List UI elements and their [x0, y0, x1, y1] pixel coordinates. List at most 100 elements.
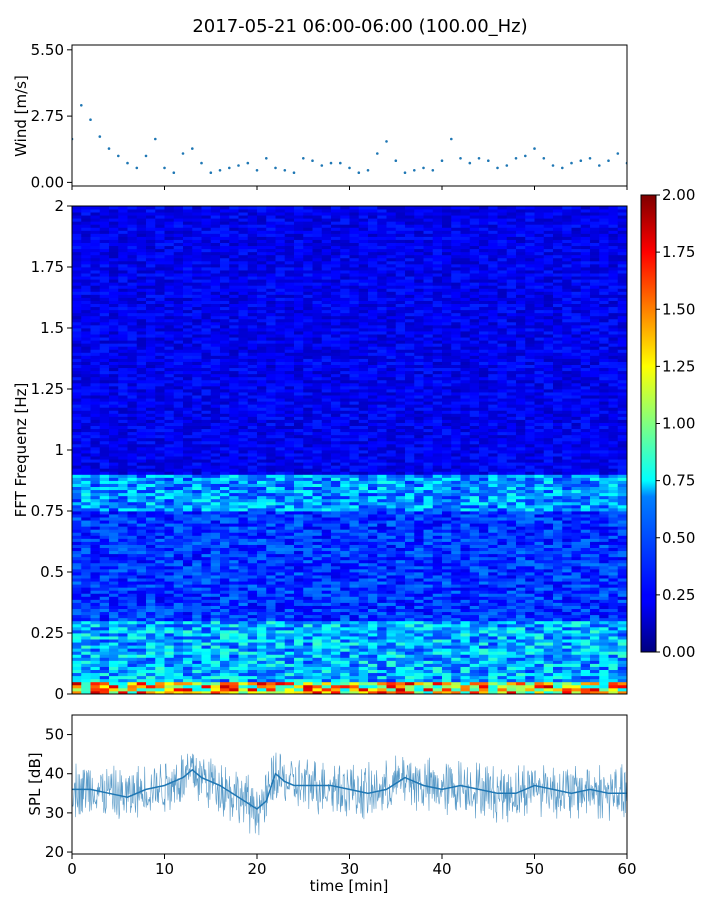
- spectrogram-cell: [155, 334, 165, 338]
- spectrogram-cell: [303, 465, 313, 469]
- spectrogram-cell: [183, 300, 193, 304]
- spectrogram-cell: [331, 544, 341, 548]
- spectrogram-cell: [127, 291, 138, 295]
- spectrogram-cell: [183, 617, 193, 622]
- spectrogram-cell: [257, 437, 267, 442]
- spectrogram-cell: [257, 565, 267, 570]
- spectrogram-cell: [90, 507, 101, 512]
- spectrogram-cell: [118, 596, 128, 600]
- spectrogram-cell: [284, 315, 295, 320]
- spectrogram-cell: [220, 462, 230, 466]
- spectrogram-cell: [247, 514, 258, 518]
- spectrogram-cell: [321, 324, 332, 329]
- spectrogram-cell: [312, 437, 323, 442]
- spectrogram-cell: [284, 648, 295, 652]
- spectrogram-cell: [201, 324, 212, 329]
- spectrogram-cell: [201, 364, 212, 369]
- spectrogram-cell: [220, 642, 230, 646]
- spectrogram-cell: [303, 660, 313, 664]
- spectrogram-cell: [201, 651, 212, 655]
- spectrogram-cell: [247, 526, 258, 530]
- spectrogram-cell: [173, 687, 184, 692]
- spectrogram-cell: [164, 346, 175, 350]
- spectrogram-cell: [164, 495, 175, 500]
- spectrogram-cell: [303, 324, 313, 329]
- spectrogram-cell: [275, 288, 286, 292]
- spectrogram-cell: [146, 593, 156, 597]
- spectrogram-cell: [331, 636, 341, 640]
- spectrogram-cell: [349, 416, 360, 420]
- spectrogram-cell: [321, 456, 332, 460]
- spectrogram-cell: [173, 230, 184, 234]
- spectrogram-cell: [109, 608, 119, 613]
- spectrogram-cell: [303, 590, 313, 594]
- spectrogram-cell: [99, 523, 110, 527]
- spectrogram-cell: [183, 462, 193, 466]
- spectrogram-cell: [275, 328, 286, 332]
- spectrogram-cell: [155, 611, 165, 616]
- spectrogram-cell: [72, 419, 82, 423]
- spectrogram-cell: [183, 639, 193, 643]
- spectrogram-cell: [275, 501, 286, 506]
- wind-point: [181, 152, 185, 155]
- spectrogram-cell: [349, 587, 360, 591]
- spectrogram-cell: [99, 358, 110, 362]
- spectrogram-cell: [81, 474, 91, 478]
- spectrogram-cell: [210, 379, 221, 384]
- spectrogram-cell: [192, 331, 202, 335]
- spectrogram-cell: [303, 687, 313, 692]
- spectrogram-cell: [312, 331, 323, 335]
- spectrogram-cell: [340, 392, 350, 396]
- spectrogram-cell: [146, 218, 156, 222]
- spectrogram-cell: [201, 681, 212, 686]
- spectrogram-cell: [210, 422, 221, 426]
- spectrogram-cell: [127, 687, 138, 692]
- spectrogram-cell: [238, 453, 249, 457]
- wind-point: [339, 161, 342, 165]
- spectrogram-cell: [257, 425, 267, 430]
- spectrogram-cell: [321, 437, 332, 442]
- spectrogram-cell: [312, 572, 323, 576]
- spectrogram-cell: [72, 523, 82, 527]
- spectrogram-cell: [99, 282, 110, 286]
- spectrogram-cell: [81, 520, 91, 524]
- spectrogram-cell: [136, 352, 147, 356]
- spectrogram-cell: [146, 224, 156, 228]
- spectrogram-cell: [247, 340, 258, 344]
- spectrogram-cell: [331, 514, 341, 518]
- spectrogram-cell: [99, 422, 110, 426]
- spectrogram-cell: [192, 495, 202, 500]
- spectrogram-cell: [275, 590, 286, 594]
- spectrogram-cell: [238, 465, 249, 469]
- spectrogram-cell: [321, 440, 332, 445]
- spectrogram-cell: [109, 678, 119, 683]
- spectrogram-cell: [257, 462, 267, 466]
- spectrogram-cell: [164, 328, 175, 332]
- spectrogram-cell: [192, 309, 202, 314]
- spectrogram-cell: [294, 446, 304, 451]
- spectrogram-cell: [247, 639, 258, 643]
- spectrogram-cell: [173, 495, 184, 500]
- spectrogram-cell: [238, 331, 249, 335]
- spectrogram-cell: [90, 465, 101, 469]
- spectrogram-cell: [192, 233, 202, 237]
- spectrogram-cell: [192, 642, 202, 646]
- spectrogram-cell: [72, 446, 82, 451]
- spectrogram-cell: [192, 346, 202, 350]
- spectrogram-cell: [81, 623, 91, 628]
- spectrogram-cell: [201, 471, 212, 475]
- spectrogram-cell: [136, 321, 147, 326]
- spectrogram-cell: [183, 584, 193, 588]
- spectrogram-cell: [321, 416, 332, 420]
- spectrogram-cell: [90, 370, 101, 375]
- spectrogram-cell: [192, 343, 202, 347]
- spectrogram-cell: [146, 379, 156, 384]
- spectrogram-cell: [90, 599, 101, 603]
- spectrogram-cell: [331, 334, 341, 338]
- spectrogram-cell: [155, 251, 165, 256]
- spectrogram-cell: [109, 663, 119, 667]
- spectrogram-cell: [247, 364, 258, 369]
- spectrogram-cell: [192, 401, 202, 405]
- spectrogram-cell: [118, 422, 128, 426]
